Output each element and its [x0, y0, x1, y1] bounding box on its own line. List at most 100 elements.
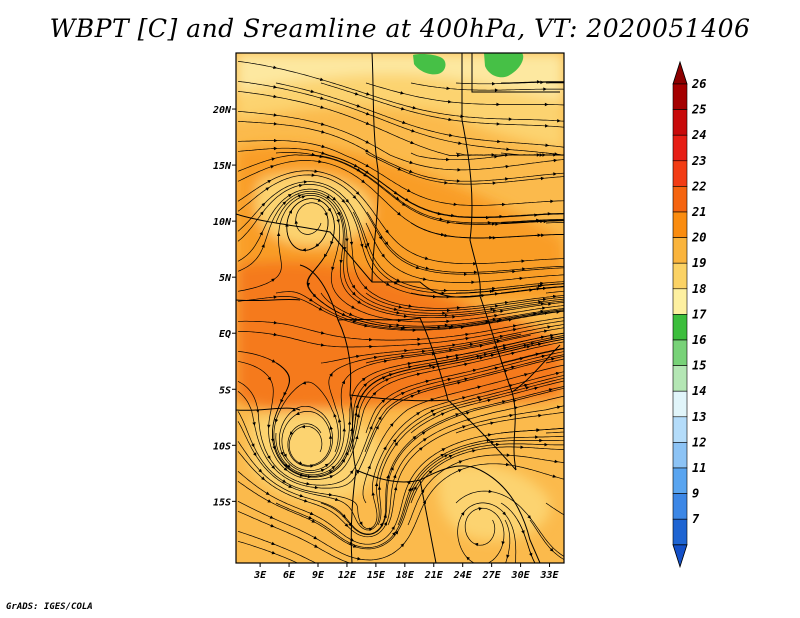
streamline-arrowhead	[464, 362, 469, 367]
streamline-arrowhead	[396, 278, 401, 282]
streamline-arrowhead	[462, 396, 466, 400]
streamline	[237, 170, 564, 265]
streamline-arrowhead	[501, 541, 505, 546]
streamline	[238, 317, 564, 341]
streamline-arrowhead	[385, 378, 390, 382]
streamline-arrowhead	[422, 349, 426, 354]
streamline	[365, 82, 564, 106]
streamline-arrowhead	[273, 332, 278, 337]
border-line	[337, 317, 449, 401]
streamline-arrowhead	[448, 326, 453, 330]
streamline-arrowhead	[428, 470, 433, 475]
streamline-arrowhead	[512, 399, 517, 403]
streamline-arrowhead	[509, 413, 514, 418]
streamline-arrowhead	[452, 315, 456, 319]
streamline-arrowhead	[494, 304, 499, 308]
streamline-arrowhead	[410, 394, 415, 399]
streamline-arrowhead	[345, 198, 350, 203]
streamline-arrowhead	[544, 102, 549, 107]
streamline	[286, 198, 564, 329]
streamline-arrowhead	[357, 300, 362, 304]
streamline-arrowhead	[364, 245, 368, 250]
streamline-arrowhead	[374, 482, 379, 487]
streamline-arrowhead	[487, 433, 492, 437]
streamline-arrowhead	[520, 445, 525, 449]
streamline-arrowhead	[477, 385, 482, 389]
streamline	[237, 510, 351, 563]
streamline	[237, 427, 564, 545]
colorbar-label: 18	[692, 282, 706, 296]
streamline-arrowhead	[512, 328, 517, 332]
streamline-arrowhead	[398, 305, 403, 309]
streamline	[237, 540, 299, 563]
streamline-arrowhead	[447, 377, 452, 382]
streamline-arrowhead	[413, 485, 417, 490]
streamline-arrowhead	[273, 113, 278, 117]
streamline-arrowhead	[536, 428, 541, 432]
streamline-arrowhead	[309, 511, 314, 515]
streamline-arrowhead	[295, 411, 300, 415]
streamline-arrowhead	[313, 535, 318, 540]
streamline-arrowhead	[330, 241, 334, 246]
streamline-arrowhead	[416, 372, 421, 377]
streamline	[237, 351, 564, 486]
streamline-arrowhead	[363, 285, 368, 290]
streamline-arrowhead	[486, 438, 491, 443]
streamline-arrowhead	[253, 452, 257, 457]
colorbar-swatch	[672, 416, 688, 443]
border-line	[461, 53, 481, 297]
streamline-arrowhead	[303, 180, 308, 184]
streamline-arrowhead	[381, 399, 386, 403]
streamline-arrowhead	[473, 270, 478, 275]
streamline-arrowhead	[401, 392, 406, 396]
streamline-arrowhead	[540, 335, 545, 339]
y-tick-label: 10S	[213, 441, 231, 452]
streamline-arrowhead	[465, 336, 470, 341]
colorbar-label: 7	[692, 512, 700, 526]
colorbar-label: 25	[691, 103, 706, 117]
streamline-arrowhead	[298, 183, 303, 188]
streamline-arrowhead	[391, 525, 395, 530]
streamline-arrowhead	[476, 354, 481, 359]
streamline-arrowhead	[352, 544, 357, 548]
streamline-arrowhead	[276, 232, 281, 237]
streamline-arrowhead	[280, 398, 284, 403]
streamline	[545, 358, 564, 364]
streamline	[455, 81, 564, 85]
streamline-arrowhead	[538, 413, 542, 418]
streamline-arrowhead	[318, 307, 323, 311]
streamline-arrowhead	[332, 196, 337, 201]
chart-title: WBPT [C] and Sreamline at 400hPa, VT: 20…	[49, 14, 751, 43]
streamline-arrowhead	[320, 96, 325, 100]
streamline	[275, 439, 564, 548]
colorbar-top-arrow	[672, 60, 688, 85]
streamline-arrowhead	[444, 233, 449, 238]
border-line	[419, 479, 437, 563]
colorbar-label: 22	[691, 179, 706, 193]
streamline-arrowhead	[336, 219, 340, 224]
streamline	[237, 386, 564, 535]
streamline-arrowhead	[545, 143, 550, 147]
streamline-arrowhead	[448, 133, 453, 137]
streamline-arrowhead	[401, 202, 406, 206]
streamline	[410, 82, 564, 91]
streamline-arrowhead	[381, 376, 386, 380]
colorbar-swatch	[672, 493, 688, 520]
streamline	[455, 411, 564, 434]
streamline-arrowhead	[356, 413, 361, 418]
streamline-arrowhead	[440, 453, 445, 458]
streamline-arrowhead	[553, 172, 557, 176]
streamline-arrowhead	[440, 412, 445, 416]
streamline-arrowhead	[429, 364, 433, 368]
y-tick-label: 15N	[213, 161, 232, 172]
streamline-arrowhead	[542, 297, 547, 302]
streamline-arrowhead	[381, 253, 385, 258]
streamline-arrowhead	[310, 89, 315, 93]
streamline-arrowhead	[552, 294, 557, 299]
streamline-arrowhead	[273, 146, 278, 151]
streamline-arrowhead	[464, 377, 469, 381]
streamline	[281, 333, 522, 471]
streamline-arrowhead	[367, 465, 371, 470]
streamline	[410, 222, 564, 239]
streamline-arrowhead	[320, 122, 325, 126]
